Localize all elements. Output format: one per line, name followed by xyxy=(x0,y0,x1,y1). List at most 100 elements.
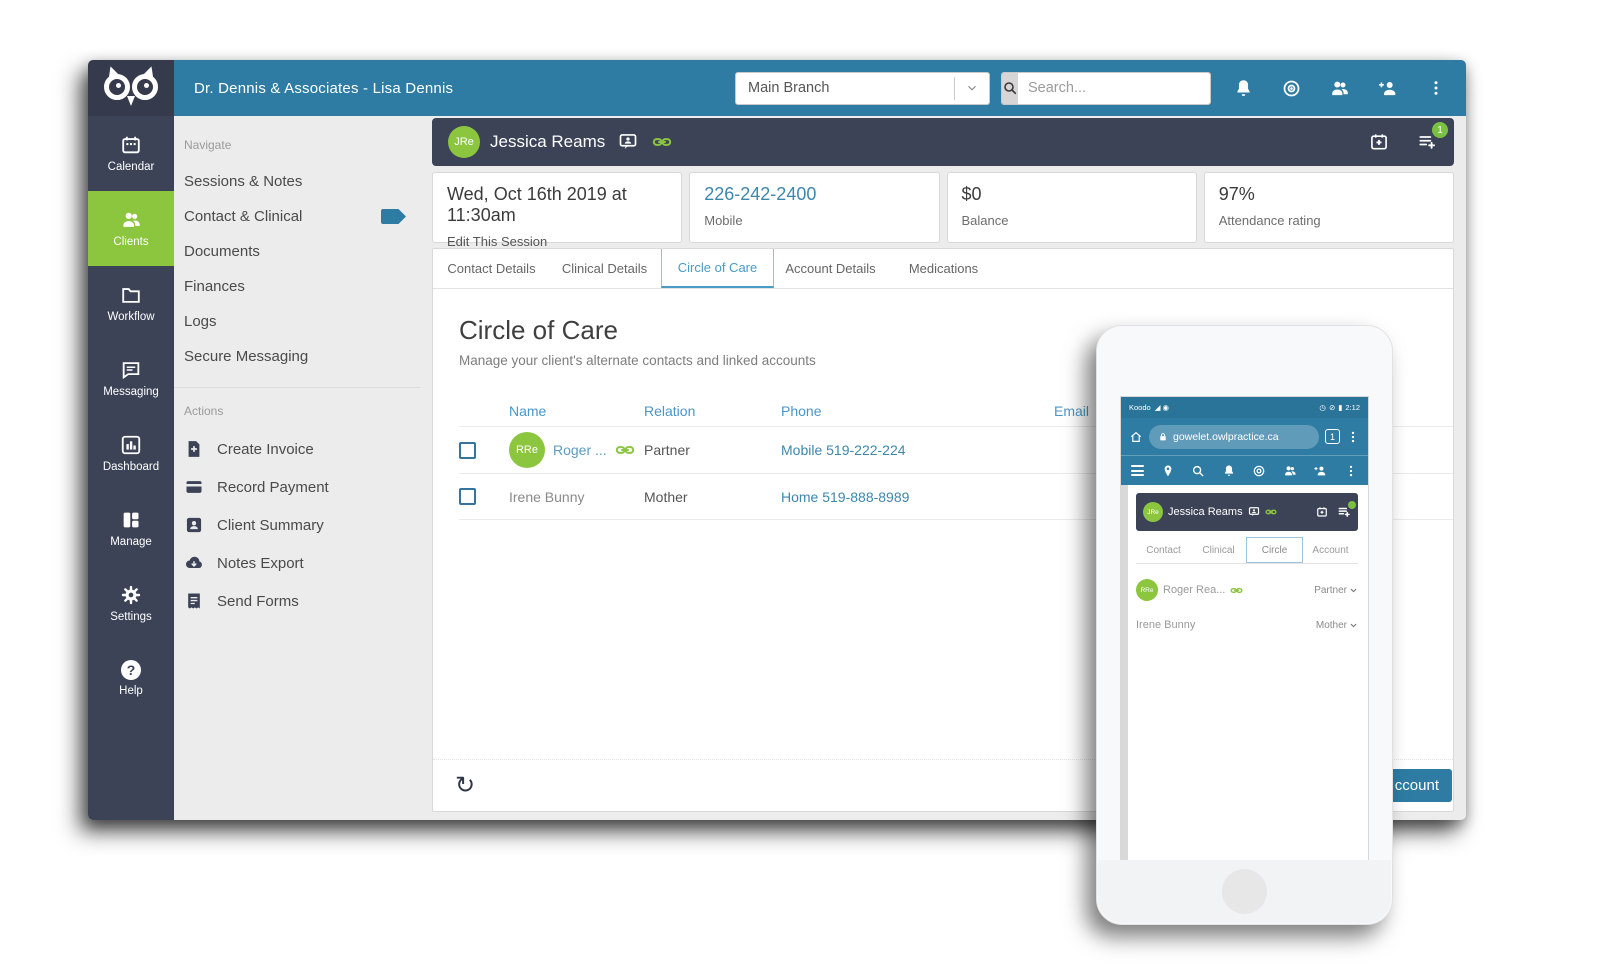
browser-menu-icon[interactable] xyxy=(1346,430,1360,444)
active-bookmark-icon xyxy=(381,209,406,224)
column-phone: Phone xyxy=(781,403,822,419)
calendar-add-icon[interactable] xyxy=(1316,506,1328,518)
playlist-add-icon[interactable]: 1 xyxy=(1416,122,1448,153)
relation-dropdown[interactable]: Mother xyxy=(1316,620,1358,631)
session-date: Wed, Oct 16th 2019 at 11:30am xyxy=(447,184,627,225)
action-create-invoice[interactable]: Create Invoice xyxy=(174,430,420,468)
nav-panel: Navigate Sessions & Notes Contact & Clin… xyxy=(174,116,420,820)
bell-icon[interactable] xyxy=(1233,78,1254,99)
overflow-menu-icon[interactable] xyxy=(1344,464,1358,478)
sidebar-item-settings[interactable]: Settings xyxy=(88,566,174,641)
signal-icon: ◢ xyxy=(1154,403,1161,412)
sidebar-item-messaging[interactable]: Messaging xyxy=(88,341,174,416)
action-client-summary[interactable]: Client Summary xyxy=(174,506,420,544)
tab-contact-details[interactable]: Contact Details xyxy=(447,261,536,276)
navigate-heading: Navigate xyxy=(184,138,232,152)
add-person-icon[interactable] xyxy=(1377,78,1398,99)
action-send-forms[interactable]: Send Forms xyxy=(174,582,420,620)
contacts-icon[interactable] xyxy=(1283,464,1297,478)
row-checkbox[interactable] xyxy=(459,441,476,459)
sidebar: Calendar Clients Workflow Messaging Dash… xyxy=(88,116,174,820)
tab-count[interactable]: 1 xyxy=(1325,429,1340,444)
status-time: 2:12 xyxy=(1345,403,1360,412)
nav-item-documents[interactable]: Documents xyxy=(184,243,260,260)
eye-icon[interactable] xyxy=(1252,464,1266,478)
owl-logo[interactable] xyxy=(88,60,174,116)
tab-clinical-details[interactable]: Clinical Details xyxy=(561,261,648,276)
add-person-icon[interactable] xyxy=(1313,464,1327,478)
list-item[interactable]: Irene Bunny Mother xyxy=(1136,610,1358,640)
balance-card: $0 Balance xyxy=(946,172,1197,243)
contact-name-link[interactable]: Roger ... xyxy=(553,442,607,458)
search-input[interactable] xyxy=(1018,72,1210,104)
edit-session-link[interactable]: Edit This Session xyxy=(447,234,548,249)
bar-chart-icon xyxy=(121,435,141,455)
credit-card-icon xyxy=(186,481,202,493)
client-name: Jessica Reams xyxy=(1168,506,1243,518)
relation-dropdown[interactable]: Partner xyxy=(1314,585,1358,596)
battery-icon: ▮ xyxy=(1338,403,1343,412)
nav-item-finances[interactable]: Finances xyxy=(184,278,245,295)
balance-label: Balance xyxy=(961,213,1009,228)
sidebar-item-workflow[interactable]: Workflow xyxy=(88,266,174,341)
phone-client-header: JRe Jessica Reams xyxy=(1136,493,1358,531)
nav-item-secure-messaging[interactable]: Secure Messaging xyxy=(184,348,309,365)
home-button[interactable] xyxy=(1222,869,1267,914)
tab-contact[interactable]: Contact xyxy=(1146,544,1181,556)
contact-relation: Mother xyxy=(644,488,688,505)
menu-icon[interactable] xyxy=(1131,465,1144,476)
gear-icon xyxy=(121,585,141,605)
help-icon: ? xyxy=(121,660,141,680)
tab-medications[interactable]: Medications xyxy=(908,261,979,276)
tab-circle[interactable]: Circle xyxy=(1246,537,1303,563)
calendar-add-icon[interactable] xyxy=(1368,131,1390,153)
overflow-menu-icon[interactable] xyxy=(1425,78,1446,99)
action-record-payment[interactable]: Record Payment xyxy=(174,468,420,506)
tab-account-details[interactable]: Account Details xyxy=(785,261,876,276)
list-item[interactable]: RRe Roger Rea... Partner xyxy=(1136,572,1358,608)
url-bar[interactable]: gowelet.owlpractice.ca xyxy=(1149,424,1319,449)
sidebar-item-dashboard[interactable]: Dashboard xyxy=(88,416,174,491)
nav-item-logs[interactable]: Logs xyxy=(184,313,217,330)
nav-item-sessions-notes[interactable]: Sessions & Notes xyxy=(184,173,303,190)
contact-phone-link[interactable]: Home 519-888-8989 xyxy=(781,488,910,505)
table-header: Name Relation Phone Email xyxy=(459,396,1453,426)
tab-account[interactable]: Account xyxy=(1312,544,1349,556)
top-bar-icons xyxy=(1233,78,1446,99)
search-icon[interactable] xyxy=(1191,464,1205,478)
client-link-icon[interactable] xyxy=(1265,506,1277,518)
branch-select-value: Main Branch xyxy=(748,80,830,96)
refresh-icon[interactable]: ↻ xyxy=(455,771,476,799)
client-note-icon[interactable] xyxy=(1248,506,1260,518)
location-pin-icon[interactable] xyxy=(1161,464,1175,478)
client-note-icon[interactable] xyxy=(617,131,639,153)
page-subtitle: Manage your client's alternate contacts … xyxy=(459,353,816,368)
contacts-icon[interactable] xyxy=(1329,78,1350,99)
sidebar-item-calendar[interactable]: Calendar xyxy=(88,116,174,191)
tab-circle-of-care[interactable]: Circle of Care xyxy=(661,249,774,288)
action-notes-export[interactable]: Notes Export xyxy=(174,544,420,582)
sidebar-item-help[interactable]: ? Help xyxy=(119,660,143,697)
scrollbar[interactable] xyxy=(1121,485,1128,860)
column-email: Email xyxy=(1054,403,1090,419)
client-phone-number[interactable]: 226-242-2400 xyxy=(704,184,817,204)
client-avatar[interactable]: JRe xyxy=(1143,502,1163,522)
nav-item-contact-clinical[interactable]: Contact & Clinical xyxy=(174,199,420,234)
sidebar-item-manage[interactable]: Manage xyxy=(88,491,174,566)
attendance-label: Attendance rating xyxy=(1218,213,1321,228)
chat-icon xyxy=(122,362,140,380)
contact-name: Roger Rea... xyxy=(1163,584,1226,596)
bell-icon[interactable] xyxy=(1222,464,1236,478)
branch-select[interactable]: Main Branch xyxy=(735,71,990,105)
eye-icon[interactable] xyxy=(1281,78,1302,99)
home-icon[interactable] xyxy=(1129,430,1143,444)
phone-browser-bar: gowelet.owlpractice.ca 1 xyxy=(1121,418,1368,455)
playlist-add-icon[interactable] xyxy=(1337,501,1356,519)
tab-clinical[interactable]: Clinical xyxy=(1202,544,1235,556)
client-link-icon[interactable] xyxy=(651,131,673,153)
client-avatar[interactable]: JRe xyxy=(448,126,480,158)
table-row: RRe Roger ... Partner Mobile 519-222-224 xyxy=(459,426,1453,473)
contact-phone-link[interactable]: Mobile 519-222-224 xyxy=(781,442,906,458)
sidebar-item-clients[interactable]: Clients xyxy=(88,191,174,266)
row-checkbox[interactable] xyxy=(459,488,476,505)
